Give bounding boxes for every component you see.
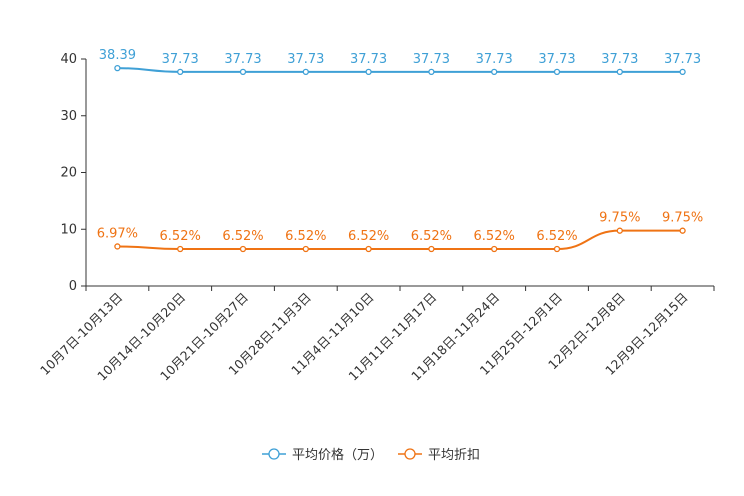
x-axis: 10月7日-10月13日10月14日-10月20日10月21日-10月27日10… (37, 285, 715, 384)
legend-label: 平均价格（万） (292, 447, 383, 463)
data-label: 6.52% (411, 229, 452, 244)
data-point (365, 68, 372, 76)
series-line (117, 229, 683, 250)
legend-marker-icon (404, 448, 416, 460)
data-point (177, 245, 184, 253)
data-label: 37.73 (538, 52, 575, 67)
data-point (114, 243, 121, 250)
data-point (239, 245, 247, 253)
legend-marker-icon (268, 448, 280, 460)
data-point (553, 68, 561, 76)
data-label: 37.73 (287, 52, 324, 67)
data-label: 38.39 (99, 48, 136, 63)
legend-item-1[interactable]: 平均价格（万） (262, 447, 383, 463)
series-1: 38.39 37.73 37.73 37.73 37.73 37.73 37.73 37.73… (99, 48, 701, 76)
data-label: 37.73 (350, 52, 387, 67)
legend-item-2[interactable]: 平均折扣 (398, 448, 480, 463)
series-layer: 38.39 37.73 37.73 37.73 37.73 37.73 37.73 37.73… (97, 48, 703, 253)
data-point (177, 68, 184, 76)
y-tick-label: 10 (60, 222, 77, 237)
data-label: 9.75% (599, 211, 640, 226)
data-label: 6.52% (348, 229, 389, 244)
data-label: 6.97% (97, 226, 138, 241)
data-point (428, 245, 435, 253)
data-label: 37.73 (664, 52, 701, 67)
data-point (365, 245, 372, 253)
data-label: 6.52% (474, 229, 515, 244)
data-point (679, 68, 686, 76)
y-tick-label: 0 (69, 279, 77, 294)
data-point (428, 68, 435, 76)
data-label: 37.73 (162, 52, 199, 67)
data-point (679, 227, 686, 234)
y-tick-label: 40 (60, 52, 77, 67)
data-point (302, 68, 309, 76)
series-2: 6.97% 6.52% 6.52% 6.52% 6.52% 6.52% 6.52% 6.52%… (97, 211, 703, 253)
data-point (553, 245, 561, 253)
data-point (491, 68, 498, 76)
data-label: 6.52% (536, 229, 577, 244)
data-label: 37.73 (224, 52, 261, 67)
y-tick-label: 30 (60, 109, 77, 124)
y-tick-label: 20 (60, 166, 77, 181)
data-point (114, 64, 121, 72)
legend[interactable]: 平均价格（万） 平均折扣 (262, 447, 480, 463)
data-label: 37.73 (601, 52, 638, 67)
data-label: 6.52% (222, 229, 263, 244)
data-point (616, 68, 623, 76)
y-axis: 0 10 20 30 40 (60, 52, 87, 294)
data-point (491, 245, 498, 253)
data-label: 9.75% (662, 211, 703, 226)
data-label: 6.52% (285, 229, 326, 244)
data-label: 37.73 (476, 52, 513, 67)
series-line (117, 67, 683, 73)
data-label: 6.52% (160, 229, 201, 244)
data-point (616, 227, 623, 234)
data-label: 37.73 (413, 52, 450, 67)
data-point (302, 245, 309, 253)
data-point (239, 68, 247, 76)
legend-label: 平均折扣 (428, 448, 480, 463)
